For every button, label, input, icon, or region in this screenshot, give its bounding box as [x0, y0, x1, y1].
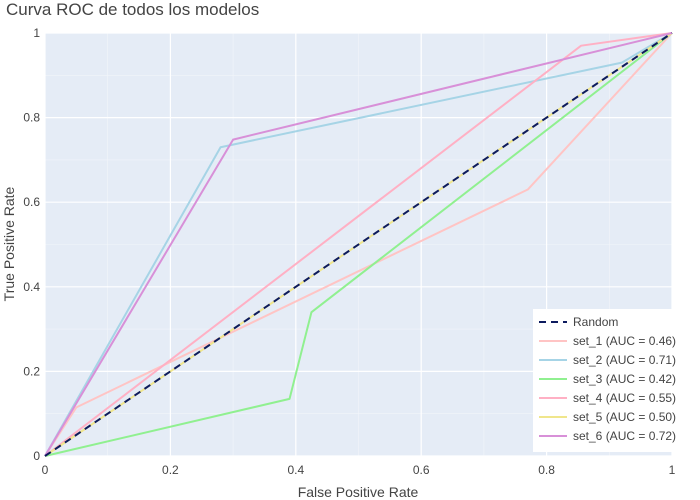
- legend-item[interactable]: Random: [573, 315, 618, 329]
- x-tick-label: 0.8: [538, 463, 555, 477]
- x-tick-label: 1: [669, 463, 676, 477]
- legend[interactable]: Random set_1 (AUC = 0.46) set_2 (AUC = 0.7…: [533, 309, 692, 452]
- series-line: [44, 32, 673, 457]
- x-tick-label: 0.4: [287, 463, 304, 477]
- x-tick-label: 0.6: [413, 463, 430, 477]
- series-line: [44, 32, 673, 457]
- legend-item[interactable]: set_6 (AUC = 0.72): [573, 429, 676, 443]
- x-tick-label: 0.2: [162, 463, 179, 477]
- y-tick-label: 0: [33, 449, 40, 463]
- legend-item[interactable]: set_5 (AUC = 0.50): [573, 410, 676, 424]
- legend-item[interactable]: set_1 (AUC = 0.46): [573, 334, 676, 348]
- legend-box: [533, 309, 692, 452]
- axis-ticks: 0 0.2 0.4 0.6 0.8 1 0 0.2 0.4 0.6 0.8 1: [23, 26, 675, 477]
- y-axis-title: True Positive Rate: [1, 186, 17, 301]
- y-tick-label: 0.4: [23, 280, 40, 294]
- series-lines: [44, 32, 673, 457]
- series-line: [44, 32, 673, 457]
- y-tick-label: 1: [33, 26, 40, 40]
- x-axis-title: False Positive Rate: [298, 484, 419, 500]
- legend-item[interactable]: set_4 (AUC = 0.55): [573, 391, 676, 405]
- chart-title: Curva ROC de todos los modelos: [6, 0, 259, 19]
- grid: [44, 32, 673, 457]
- series-line: [44, 32, 673, 457]
- x-tick-label: 0: [42, 463, 49, 477]
- series-line: [44, 32, 673, 457]
- y-tick-label: 0.2: [23, 364, 40, 378]
- series-line: [44, 32, 673, 457]
- y-tick-label: 0.8: [23, 111, 40, 125]
- legend-item[interactable]: set_2 (AUC = 0.71): [573, 353, 676, 367]
- y-tick-label: 0.6: [23, 195, 40, 209]
- legend-item[interactable]: set_3 (AUC = 0.42): [573, 372, 676, 386]
